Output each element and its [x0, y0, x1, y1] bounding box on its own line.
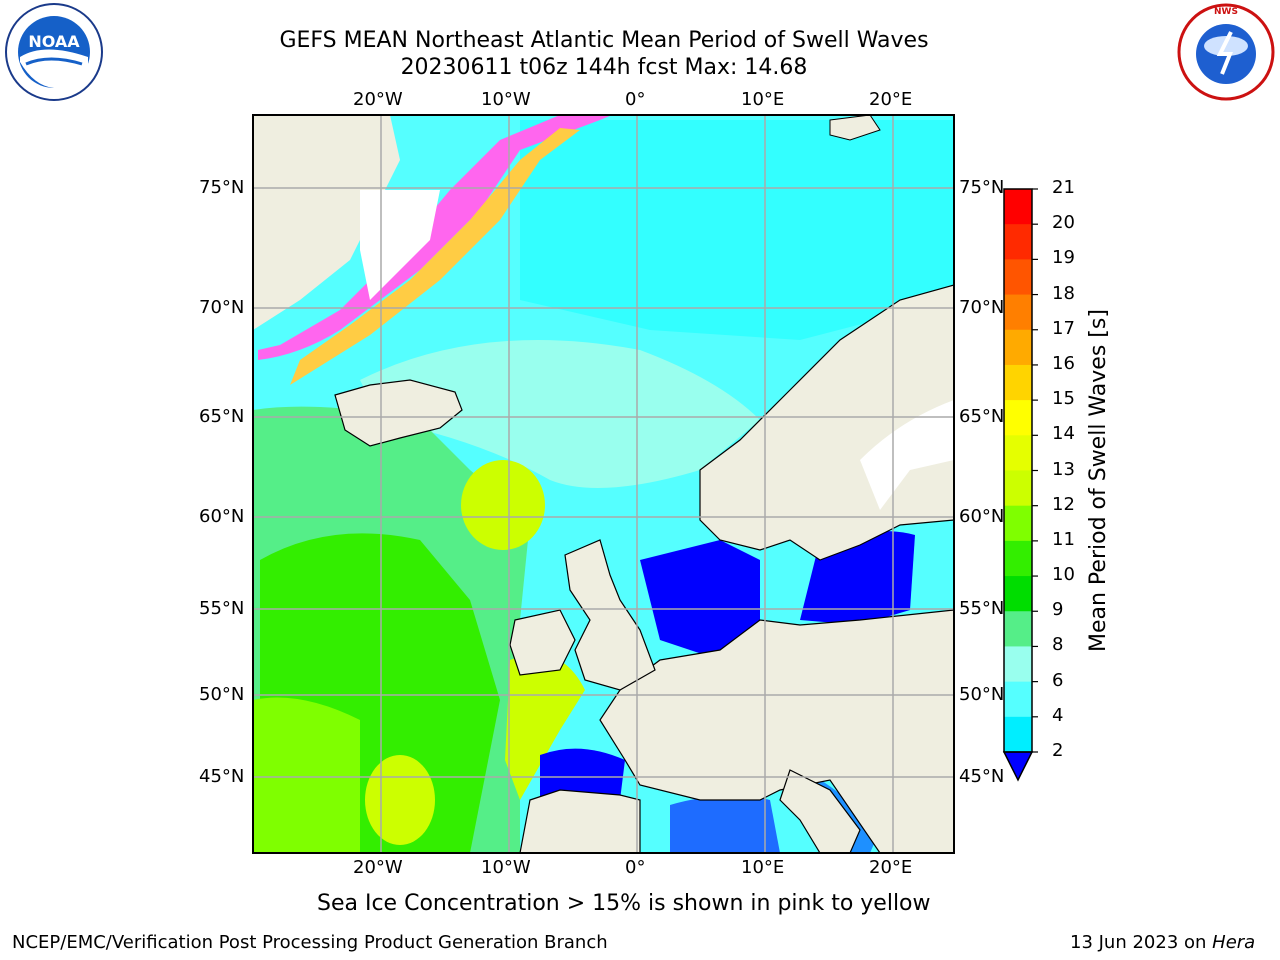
europe-land: [599, 609, 954, 853]
colorbar-box-0: [1004, 189, 1032, 225]
lat-label-right-45n: 45°N: [959, 766, 1005, 787]
lat-label-left-70n: 70°N: [199, 297, 245, 318]
colorbar-tick-label-8: 8: [1052, 634, 1064, 656]
field-max-north: [461, 460, 545, 550]
colorbar-box-4: [1004, 329, 1032, 366]
lat-label-right-55n: 55°N: [959, 598, 1005, 619]
colorbar-box-14: [1004, 681, 1032, 718]
colorbar-tick-label-10: 10: [1052, 564, 1075, 586]
colorbar-tick-label-9: 9: [1052, 599, 1064, 621]
colorbar-label: Mean Period of Swell Waves [s]: [1086, 309, 1111, 652]
lat-label-left-75n: 75°N: [199, 177, 245, 198]
colorbar-tick-label-2: 2: [1052, 740, 1064, 761]
lat-label-left-45n: 45°N: [199, 766, 245, 787]
lon-label-bottom-10e: 10°E: [741, 857, 785, 878]
footer-machine: Hera: [1212, 932, 1256, 953]
colorbar-tick-label-13: 13: [1052, 458, 1075, 480]
svg-text:NWS: NWS: [1214, 7, 1238, 17]
colorbar-tick-label-6: 6: [1052, 669, 1064, 691]
lon-label-bottom-10w: 10°W: [481, 857, 531, 878]
lon-label-bottom-20e: 20°E: [869, 857, 913, 878]
lat-lon-grid: [253, 115, 954, 853]
lat-label-right-65n: 65°N: [959, 406, 1005, 427]
colorbar-box-3: [1004, 294, 1032, 331]
colorbar-box-2: [1004, 259, 1032, 296]
colorbar-tick-label-15: 15: [1052, 388, 1075, 410]
lat-label-right-60n: 60°N: [959, 506, 1005, 527]
colorbar-box-15: [1004, 716, 1032, 753]
field-region-southwest: [253, 697, 360, 853]
field-mediterranean: [670, 796, 780, 853]
nws-logo: NWS: [1176, 2, 1276, 102]
lon-label-bottom-20w: 20°W: [353, 857, 403, 878]
lon-label-top-0: 0°: [625, 89, 646, 110]
noaa-logo: NOAA: [4, 2, 104, 102]
greenland-ice: [360, 190, 440, 300]
lat-label-left-60n: 60°N: [199, 506, 245, 527]
map-frame: [252, 114, 955, 854]
colorbar-box-7: [1004, 435, 1032, 471]
lat-label-right-50n: 50°N: [959, 684, 1005, 705]
colorbar-box-5: [1004, 364, 1032, 401]
sea-ice-band: [258, 115, 612, 360]
colorbar-extend-arrow: [1002, 751, 1034, 782]
colorbar: [1002, 188, 1038, 782]
greenland-land: [253, 115, 400, 330]
field-biscay-coast: [540, 748, 625, 800]
colorbar-box-11: [1004, 576, 1032, 612]
page-subtitle: 20230611 t06z 144h fcst Max: 14.68: [400, 55, 808, 80]
page-title: GEFS MEAN Northeast Atlantic Mean Period…: [279, 28, 929, 53]
lon-label-bottom-0: 0°: [625, 857, 646, 878]
colorbar-box-6: [1004, 400, 1032, 436]
colorbar-tick-label-21: 21: [1052, 177, 1075, 198]
colorbar-box-9: [1004, 505, 1032, 542]
italy-land: [779, 769, 861, 853]
sea-ice-band-outer: [290, 128, 580, 385]
colorbar-box-1: [1004, 224, 1032, 260]
field-region-north: [520, 120, 954, 340]
lon-label-top-10e: 10°E: [741, 89, 785, 110]
iberia-land: [519, 789, 641, 853]
colorbar-box-8: [1004, 470, 1032, 507]
colorbar-tick-label-19: 19: [1052, 247, 1075, 269]
lat-label-right-70n: 70°N: [959, 297, 1005, 318]
colorbar-tick-label-12: 12: [1052, 493, 1075, 515]
colorbar-tick-label-18: 18: [1052, 282, 1075, 304]
lat-label-right-75n: 75°N: [959, 177, 1005, 198]
svg-text:NOAA: NOAA: [28, 32, 80, 51]
iceland-land: [334, 379, 463, 447]
field-max-biscay: [505, 654, 585, 800]
field-north-sea: [640, 540, 760, 660]
sea-ice-note: Sea Ice Concentration > 15% is shown in …: [317, 891, 931, 916]
colorbar-tick-label-4: 4: [1052, 704, 1064, 726]
colorbar-tick-label-14: 14: [1052, 423, 1075, 445]
bothnia-ice: [860, 400, 954, 510]
lon-label-top-10w: 10°W: [481, 89, 531, 110]
footer-date-text: 13 Jun 2023 on: [1070, 932, 1213, 953]
field-region-norwegian: [360, 340, 760, 488]
colorbar-box-12: [1004, 611, 1032, 647]
colorbar-box-13: [1004, 646, 1032, 683]
colorbar-tick-label-16: 16: [1052, 352, 1075, 374]
lon-label-top-20e: 20°E: [869, 89, 913, 110]
footer-credit: NCEP/EMC/Verification Post Processing Pr…: [12, 932, 608, 953]
colorbar-tick-label-20: 20: [1052, 212, 1075, 234]
field-max-south: [365, 755, 435, 845]
lat-label-left-55n: 55°N: [199, 598, 245, 619]
colorbar-tick-label-11: 11: [1052, 528, 1075, 550]
lat-label-left-50n: 50°N: [199, 684, 245, 705]
lon-label-top-20w: 20°W: [353, 89, 403, 110]
footer-date: 13 Jun 2023 on Hera: [1070, 932, 1255, 953]
lat-label-left-65n: 65°N: [199, 406, 245, 427]
ireland-land: [509, 609, 576, 676]
colorbar-box-10: [1004, 540, 1032, 577]
colorbar-tick-label-17: 17: [1052, 317, 1075, 339]
